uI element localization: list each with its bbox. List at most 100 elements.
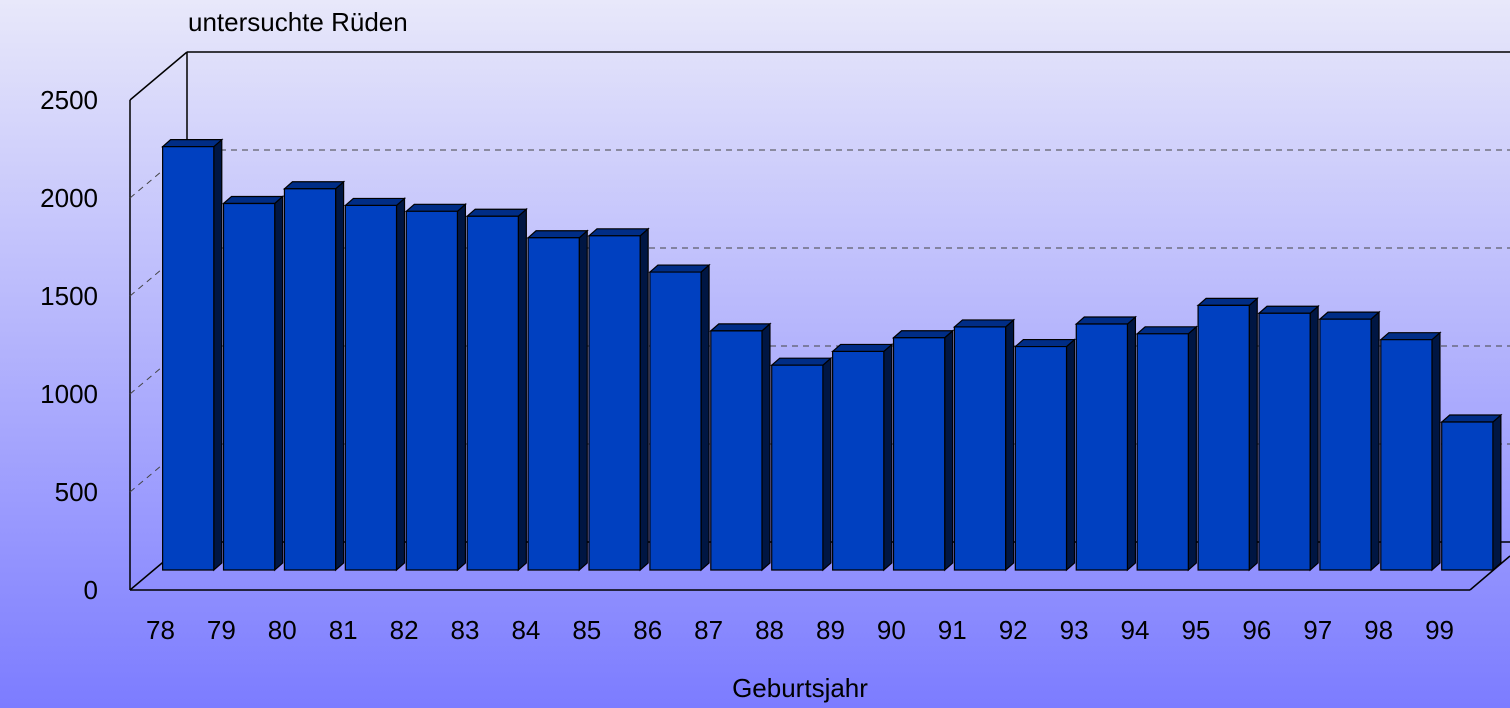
y-tick-label: 1500 — [40, 281, 98, 311]
bar-top — [831, 343, 894, 353]
bar — [952, 318, 1016, 572]
grid-line — [129, 345, 188, 395]
bar-top — [465, 208, 528, 217]
bar-side — [761, 322, 771, 572]
bar-side — [944, 329, 954, 572]
bar-front — [1319, 318, 1372, 571]
bar-front — [1197, 304, 1250, 571]
bar — [1135, 325, 1198, 572]
grid-line — [129, 247, 188, 297]
bar-side — [456, 202, 467, 572]
bar — [1196, 297, 1259, 572]
bar-side — [822, 356, 832, 572]
bar — [831, 343, 894, 572]
bar-side — [1126, 315, 1137, 572]
bar-top — [404, 203, 468, 212]
bar — [1013, 338, 1077, 572]
x-tick-label: 93 — [1060, 615, 1089, 645]
x-tick-label: 92 — [999, 615, 1028, 645]
bar-side — [1187, 325, 1197, 572]
x-tick-label: 94 — [1121, 615, 1150, 645]
bar-top — [648, 264, 711, 273]
bar-front — [162, 146, 215, 571]
bar-top — [709, 323, 772, 332]
bar-top — [1013, 338, 1077, 348]
bar — [1257, 304, 1320, 572]
bar — [1379, 331, 1442, 572]
bar-side — [335, 180, 345, 572]
x-axis-label: Geburtsjahr — [732, 673, 868, 703]
bar-front — [283, 188, 337, 571]
x-tick-label: 84 — [511, 615, 540, 645]
bar-top — [221, 195, 285, 205]
bar — [891, 329, 955, 572]
bar — [526, 229, 589, 572]
x-tick-label: 87 — [694, 615, 723, 645]
bar-front — [649, 271, 702, 571]
bar-top — [1196, 297, 1259, 306]
bar-side — [1370, 310, 1380, 572]
chart-title: untersuchte Rüden — [188, 7, 408, 37]
x-tick-label: 79 — [207, 615, 236, 645]
bar-side — [517, 207, 527, 572]
x-tick-label: 82 — [390, 615, 419, 645]
x-tick-label: 78 — [146, 615, 175, 645]
y-tick-label: 0 — [84, 575, 98, 605]
bar — [587, 227, 650, 572]
bar-top — [1135, 326, 1198, 335]
bar-front — [527, 237, 580, 571]
bar — [648, 263, 711, 572]
bar-side — [1065, 338, 1076, 572]
bar-top — [161, 139, 224, 148]
bar-side — [1492, 413, 1502, 572]
bar-side — [1248, 297, 1258, 572]
bar — [465, 207, 528, 572]
x-tick-label: 86 — [633, 615, 662, 645]
bar — [1440, 413, 1503, 572]
x-tick-label: 83 — [451, 615, 480, 645]
x-tick-label: 99 — [1425, 615, 1454, 645]
bar-side — [395, 197, 406, 572]
bar-front — [405, 210, 459, 571]
bar-side — [1431, 331, 1441, 572]
grid-line — [129, 443, 188, 493]
x-tick-label: 97 — [1303, 615, 1332, 645]
bar-top — [770, 357, 833, 366]
bar-front — [953, 326, 1007, 571]
bar-front — [1380, 339, 1433, 571]
x-tick-label: 88 — [755, 615, 784, 645]
y-tick-label: 1000 — [40, 379, 98, 409]
bar-top — [526, 230, 589, 239]
bar-front — [710, 330, 763, 571]
bar-front — [832, 350, 885, 571]
bar-front — [344, 204, 398, 571]
bar-top — [952, 319, 1016, 328]
grid-line — [129, 149, 188, 199]
bar-front — [1075, 323, 1129, 571]
bar-side — [1005, 318, 1015, 572]
bar — [343, 197, 407, 572]
y-tick-label: 2000 — [40, 183, 98, 213]
bar-top — [1318, 311, 1381, 320]
bar-front — [222, 202, 276, 571]
x-tick-label: 81 — [329, 615, 358, 645]
x-tick-label: 89 — [816, 615, 845, 645]
bar-front — [892, 337, 946, 571]
bar-top — [1379, 332, 1442, 341]
bar — [709, 322, 772, 572]
bar-side — [700, 263, 710, 572]
bar — [161, 138, 224, 572]
bar-top — [282, 181, 346, 190]
x-tick-label: 91 — [938, 615, 967, 645]
bar — [1318, 310, 1381, 572]
bar-side — [639, 227, 649, 572]
bar-side — [274, 195, 284, 572]
bar-front — [1136, 333, 1189, 571]
y-tick-label: 2500 — [40, 85, 98, 115]
bar-front — [1258, 312, 1311, 571]
x-tick-label: 80 — [268, 615, 297, 645]
bar-side — [883, 343, 893, 572]
bar-top — [587, 228, 650, 237]
